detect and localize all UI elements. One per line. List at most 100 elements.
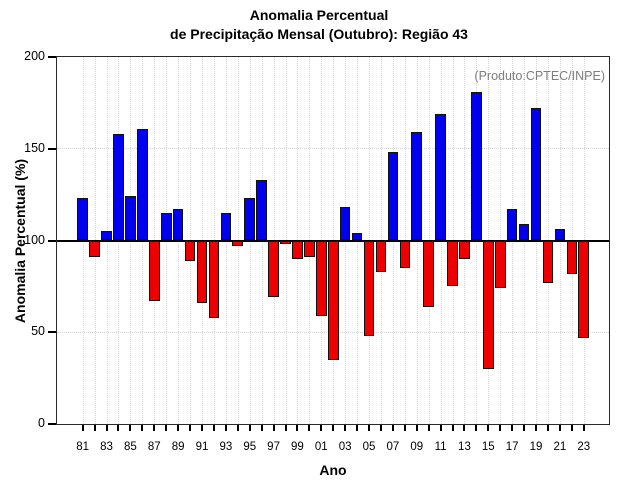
xtick-1991 bbox=[201, 425, 203, 431]
ytick-200 bbox=[48, 56, 56, 58]
xtick-1986 bbox=[141, 425, 144, 431]
bar-2006 bbox=[375, 240, 387, 272]
ytick-0 bbox=[48, 423, 56, 425]
xlabel-2023: 23 bbox=[577, 441, 591, 453]
xtick-2000 bbox=[308, 425, 311, 431]
bar-1982 bbox=[89, 240, 100, 257]
xtick-1994 bbox=[236, 425, 239, 431]
xtick-1990 bbox=[189, 425, 192, 431]
bar-2007 bbox=[387, 152, 399, 241]
xtick-2020 bbox=[546, 425, 549, 431]
xlabel-2021: 21 bbox=[553, 441, 567, 453]
xtick-2006 bbox=[379, 425, 382, 431]
ytick-100 bbox=[48, 239, 56, 242]
bar-1998 bbox=[280, 240, 291, 245]
xtick-1981 bbox=[81, 425, 84, 431]
bar-1992 bbox=[208, 240, 220, 318]
xtick-2023 bbox=[582, 425, 585, 431]
ylabel-0: 0 bbox=[38, 416, 45, 430]
xlabel-2013: 13 bbox=[458, 441, 471, 453]
xlabel-1981: 81 bbox=[76, 441, 90, 453]
bar-2001 bbox=[316, 240, 327, 316]
xtick-2002 bbox=[332, 425, 335, 431]
xlabel-2001: 01 bbox=[314, 441, 328, 453]
xtick-2011 bbox=[439, 425, 442, 431]
bar-1983 bbox=[101, 231, 112, 241]
hgridline-150 bbox=[57, 148, 609, 150]
xtick-2018 bbox=[523, 425, 526, 431]
bar-1997 bbox=[268, 240, 279, 298]
bar-2005 bbox=[363, 240, 375, 336]
chart-title-line2: de Precipitação Mensal (Outubro): Região… bbox=[170, 26, 468, 42]
xtick-1983 bbox=[105, 425, 108, 431]
xtick-2008 bbox=[403, 425, 406, 431]
xtick-2013 bbox=[463, 425, 466, 431]
bar-2019 bbox=[530, 108, 542, 241]
xlabel-1983: 83 bbox=[100, 441, 113, 453]
bar-2004 bbox=[351, 233, 363, 241]
bar-1995 bbox=[244, 198, 255, 241]
bar-2011 bbox=[435, 113, 446, 241]
xlabel-2009: 09 bbox=[410, 441, 424, 453]
bar-1996 bbox=[256, 179, 267, 241]
xtick-1989 bbox=[177, 425, 180, 431]
bar-2008 bbox=[399, 240, 411, 269]
xlabel-1997: 97 bbox=[267, 441, 280, 453]
bar-2000 bbox=[304, 240, 315, 257]
xlabel-2003: 03 bbox=[338, 441, 352, 453]
xlabel-1989: 89 bbox=[171, 441, 185, 453]
xlabel-1985: 85 bbox=[124, 441, 137, 453]
bar-2009 bbox=[411, 132, 423, 241]
xtick-1985 bbox=[129, 425, 132, 431]
ylabel-150: 150 bbox=[24, 140, 45, 155]
xtick-2017 bbox=[511, 425, 514, 431]
xtick-2009 bbox=[415, 425, 418, 431]
xtick-2010 bbox=[427, 425, 430, 431]
xlabel-1987: 87 bbox=[147, 441, 161, 453]
xtick-1988 bbox=[165, 425, 168, 431]
bar-1981 bbox=[77, 198, 88, 241]
bar-1994 bbox=[232, 240, 244, 246]
bar-2018 bbox=[518, 223, 530, 241]
chart-title: Anomalia Percentual de Precipitação Mens… bbox=[29, 6, 609, 44]
xtick-1996 bbox=[260, 425, 263, 431]
xtick-2016 bbox=[499, 425, 502, 431]
ytick-50 bbox=[48, 331, 56, 334]
xtick-2007 bbox=[391, 425, 394, 431]
bar-2022 bbox=[566, 240, 578, 274]
plot-area: (Produto:CPTEC/INPE) bbox=[56, 56, 610, 425]
xlabel-1999: 99 bbox=[291, 441, 304, 453]
bar-2023 bbox=[578, 240, 590, 338]
ylabel-50: 50 bbox=[31, 324, 45, 339]
bar-2021 bbox=[554, 229, 566, 241]
bar-2002 bbox=[327, 240, 339, 360]
xlabel-1995: 95 bbox=[243, 441, 257, 453]
ylabel-200: 200 bbox=[24, 49, 45, 63]
bar-2015 bbox=[483, 240, 494, 369]
bar-2012 bbox=[447, 240, 458, 287]
bar-1986 bbox=[137, 128, 148, 241]
xlabel-1993: 93 bbox=[219, 441, 233, 453]
xtick-2012 bbox=[451, 425, 454, 431]
xlabel-2017: 17 bbox=[505, 441, 519, 453]
source-annotation: (Produto:CPTEC/INPE) bbox=[474, 69, 605, 83]
xlabel-2019: 19 bbox=[529, 441, 543, 453]
bar-2017 bbox=[506, 209, 518, 241]
bar-2013 bbox=[459, 240, 470, 259]
bar-1989 bbox=[172, 209, 184, 241]
xlabel-2015: 15 bbox=[481, 441, 495, 453]
xtick-1998 bbox=[284, 425, 287, 431]
bar-1991 bbox=[196, 240, 208, 303]
xtick-2015 bbox=[487, 425, 490, 431]
x-axis-title: Ano bbox=[319, 462, 347, 478]
bar-1993 bbox=[220, 212, 232, 241]
ytick-150 bbox=[48, 147, 56, 150]
xtick-1984 bbox=[117, 425, 120, 431]
bar-2020 bbox=[542, 240, 554, 283]
bar-1984 bbox=[113, 134, 124, 241]
xtick-2021 bbox=[558, 425, 561, 431]
bar-2010 bbox=[423, 240, 434, 307]
bar-1999 bbox=[292, 240, 303, 259]
xlabel-2007: 07 bbox=[386, 441, 400, 453]
xtick-2019 bbox=[535, 425, 538, 431]
